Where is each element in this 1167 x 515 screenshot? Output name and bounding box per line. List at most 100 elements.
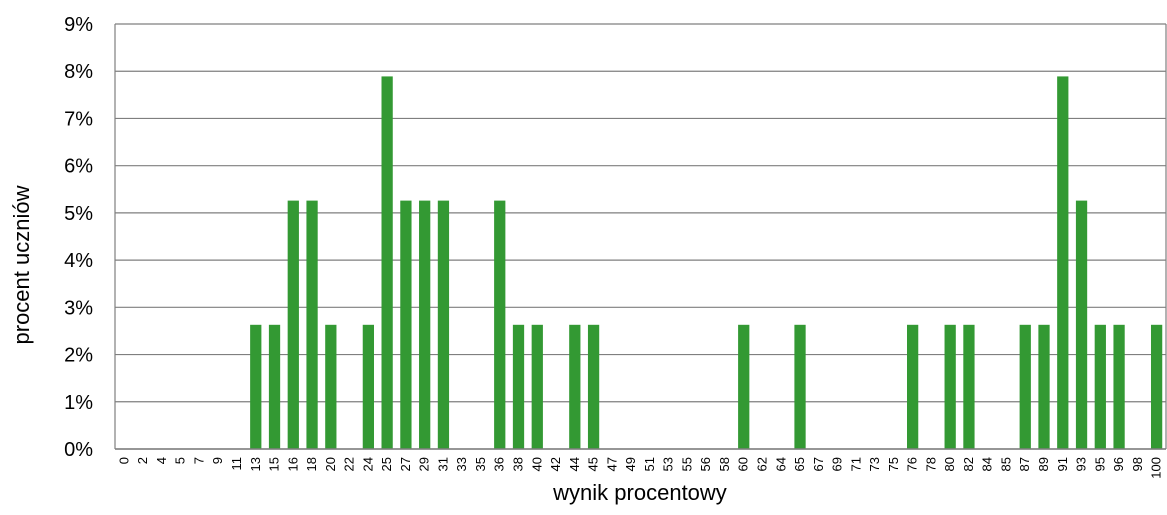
x-tick-label: 87 (1017, 457, 1032, 471)
x-tick-label: 89 (1036, 457, 1051, 471)
x-tick-label: 95 (1092, 457, 1107, 471)
bar (1094, 324, 1106, 449)
x-tick-label: 55 (679, 457, 694, 471)
bar (419, 200, 431, 449)
x-tick-label: 82 (961, 457, 976, 471)
x-tick-label: 35 (473, 457, 488, 471)
x-tick-label: 29 (417, 457, 432, 471)
x-tick-label: 0 (116, 457, 131, 464)
x-tick-label: 76 (905, 457, 920, 471)
bar (1075, 200, 1088, 449)
x-tick-label: 11 (229, 457, 244, 471)
x-tick-label: 44 (567, 457, 582, 471)
x-tick-label: 15 (267, 457, 282, 471)
bar (1057, 76, 1069, 450)
x-tick-label: 36 (492, 457, 507, 471)
x-tick-label: 27 (398, 457, 413, 471)
x-tick-label: 31 (435, 457, 450, 471)
bar (738, 324, 750, 449)
bar (569, 324, 581, 449)
x-tick-label: 98 (1130, 457, 1145, 471)
bar (1150, 324, 1163, 449)
x-tick-label: 18 (304, 457, 319, 471)
x-tick-label: 33 (454, 457, 469, 471)
y-tick-label: 9% (64, 14, 93, 36)
y-tick-label: 2% (64, 345, 93, 367)
x-tick-label: 49 (623, 457, 638, 471)
bar (512, 324, 525, 449)
y-tick-label: 8% (64, 61, 93, 83)
x-tick-label: 73 (867, 457, 882, 471)
x-tick-label: 22 (342, 457, 357, 471)
bar (250, 324, 262, 449)
x-tick-label: 9 (210, 457, 225, 464)
x-tick-label: 42 (548, 457, 563, 471)
x-tick-label: 91 (1055, 457, 1070, 471)
y-tick-label: 4% (64, 250, 93, 272)
bar (794, 324, 806, 449)
x-tick-label: 60 (736, 457, 751, 471)
bar (944, 324, 956, 449)
x-tick-label: 7 (191, 457, 206, 464)
bar (1019, 324, 1031, 449)
y-tick-label: 0% (64, 439, 93, 461)
bar (494, 200, 506, 449)
x-tick-label: 78 (923, 457, 938, 471)
x-tick-label: 51 (642, 457, 657, 471)
x-tick-label: 84 (980, 457, 995, 471)
x-tick-label: 45 (586, 457, 601, 471)
bar (400, 200, 412, 449)
y-axis-title: procent uczniów (9, 185, 34, 344)
x-tick-label: 62 (754, 457, 769, 471)
x-tick-label: 71 (848, 457, 863, 471)
bar (907, 324, 919, 449)
x-tick-label: 5 (173, 457, 188, 464)
bar (1113, 324, 1125, 449)
x-tick-label: 4 (154, 457, 169, 464)
bars (250, 76, 1163, 450)
bar (963, 324, 975, 449)
x-tick-label: 53 (661, 457, 676, 471)
x-tick-labels: 0 2 4 5 7 9 11 13 15 16 18 20 22 24 25 27 29 31 33 35 36 38 40… (116, 457, 1163, 479)
bar (587, 324, 600, 449)
x-axis-title: wynik procentowy (552, 480, 727, 505)
plot-frame (114, 24, 1167, 450)
x-tick-label: 47 (604, 457, 619, 471)
x-tick-label: 65 (792, 457, 807, 471)
bar (287, 200, 299, 449)
bar (306, 200, 318, 449)
x-tick-label: 93 (1074, 457, 1089, 471)
y-tick-label: 5% (64, 203, 93, 225)
y-tick-label: 3% (64, 297, 93, 319)
x-tick-label: 64 (773, 457, 788, 471)
y-tick-label: 6% (64, 156, 93, 178)
x-tick-label: 2 (135, 457, 150, 464)
x-tick-label: 85 (998, 457, 1013, 471)
y-tick-labels: 0% 1% 2% 3% 4% 5% 6% 7% 8% 9% (64, 14, 93, 461)
bar (325, 324, 337, 449)
x-tick-label: 58 (717, 457, 732, 471)
x-tick-label: 100 (1149, 457, 1164, 479)
y-tick-label: 7% (64, 108, 93, 130)
x-tick-label: 13 (248, 457, 263, 471)
x-tick-label: 16 (285, 457, 300, 471)
x-tick-label: 38 (511, 457, 526, 471)
bar (437, 200, 450, 449)
x-tick-label: 56 (698, 457, 713, 471)
bar (1038, 324, 1050, 449)
x-tick-label: 25 (379, 457, 394, 471)
x-tick-label: 96 (1111, 457, 1126, 471)
x-tick-label: 75 (886, 457, 901, 471)
bar (381, 76, 393, 450)
x-tick-label: 24 (360, 457, 375, 471)
bar (268, 324, 281, 449)
x-tick-label: 20 (323, 457, 338, 471)
y-tick-label: 1% (64, 392, 93, 414)
bar (362, 324, 374, 449)
bar (531, 324, 543, 449)
x-tick-label: 80 (942, 457, 957, 471)
x-tick-label: 69 (830, 457, 845, 471)
x-tick-label: 40 (529, 457, 544, 471)
